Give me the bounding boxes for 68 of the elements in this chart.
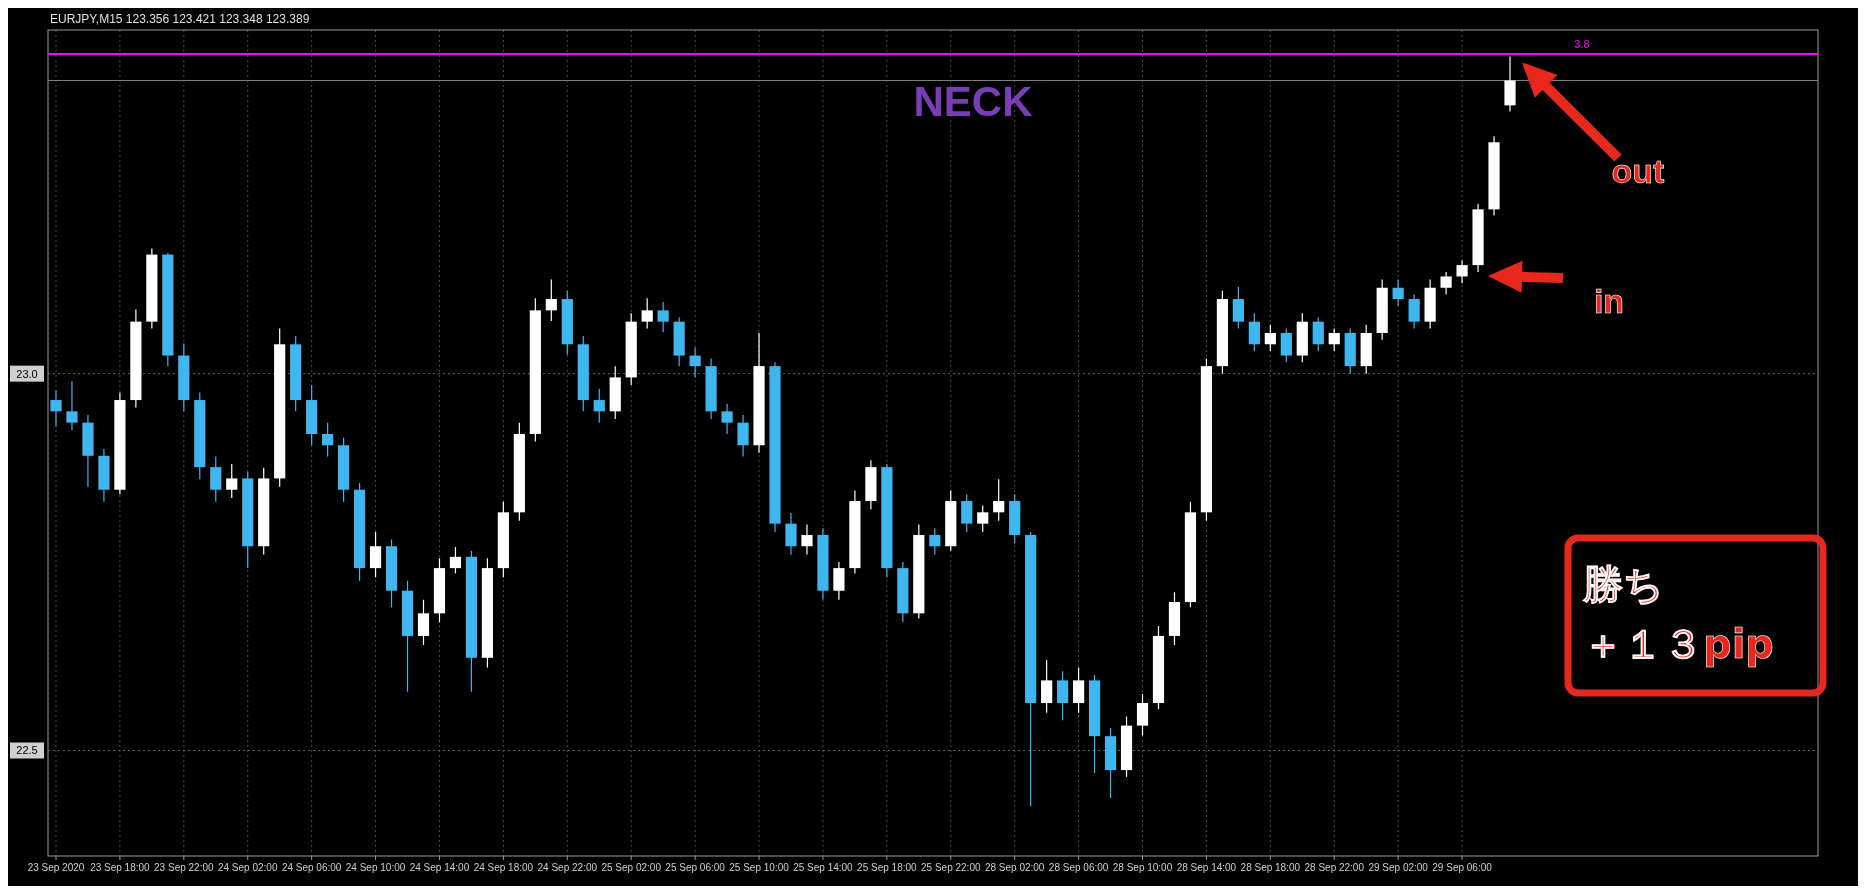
candlestick xyxy=(993,478,1005,522)
candlestick xyxy=(66,380,78,431)
candlestick xyxy=(1264,324,1276,352)
x-tick-label: 28 Sep 22:00 xyxy=(1304,862,1365,873)
x-tick-label: 24 Sep 22:00 xyxy=(537,862,598,873)
candlestick xyxy=(785,512,797,556)
text: out xyxy=(1611,152,1665,190)
text: 勝ち xyxy=(1582,561,1664,607)
candlestick xyxy=(689,346,701,379)
candlestick xyxy=(226,463,238,499)
x-tick-label: 24 Sep 18:00 xyxy=(473,862,534,873)
candlestick xyxy=(929,527,941,556)
x-tick-label: 25 Sep 02:00 xyxy=(601,862,662,873)
candlestick xyxy=(1057,670,1069,721)
candlestick xyxy=(801,523,813,556)
candlestick xyxy=(545,278,557,322)
candlestick xyxy=(1408,293,1420,330)
candlestick xyxy=(449,546,462,574)
x-tick-label: 25 Sep 18:00 xyxy=(857,862,918,873)
x-tick-label: 28 Sep 02:00 xyxy=(984,862,1045,873)
candlestick xyxy=(721,403,733,435)
candlestick xyxy=(322,422,334,458)
x-tick-label: 25 Sep 22:00 xyxy=(921,862,981,873)
text: in xyxy=(1593,282,1625,320)
candlestick xyxy=(1041,659,1053,714)
candlestick xyxy=(1440,271,1452,296)
x-tick-label: 23 Sep 22:00 xyxy=(154,862,214,873)
candlestick xyxy=(210,455,222,503)
candlestick xyxy=(1328,327,1340,352)
x-tick-label: 24 Sep 02:00 xyxy=(217,862,278,873)
y-tick-label: 22.5 xyxy=(16,744,38,757)
annotation: NECK xyxy=(913,78,1033,126)
x-tick-label: 24 Sep 14:00 xyxy=(409,862,470,873)
candlestick xyxy=(657,301,669,333)
candlestick xyxy=(977,504,989,533)
text: 3.8 xyxy=(1574,38,1590,51)
candlestick xyxy=(1392,278,1404,307)
x-tick-label: 28 Sep 06:00 xyxy=(1048,862,1109,873)
x-tick-label: 24 Sep 10:00 xyxy=(345,862,406,873)
x-tick-label: 29 Sep 02:00 xyxy=(1368,862,1429,873)
candlestick xyxy=(833,561,845,601)
candlestick xyxy=(1136,693,1149,737)
x-tick-label: 25 Sep 14:00 xyxy=(793,862,854,873)
candlestick xyxy=(737,414,749,458)
y-tick-label: 23.0 xyxy=(16,367,38,380)
x-tick-label: 23 Sep 18:00 xyxy=(90,862,151,873)
x-tick-label: 28 Sep 10:00 xyxy=(1112,862,1173,873)
candlestick xyxy=(961,493,973,533)
candlestick xyxy=(1232,286,1244,330)
text: ＋１３pip xyxy=(1583,621,1774,667)
x-tick-label: 28 Sep 18:00 xyxy=(1240,862,1301,873)
candlestick xyxy=(1248,312,1260,352)
x-tick-label: 23 Sep 2020 xyxy=(27,862,85,873)
candlestick xyxy=(369,531,382,578)
x-tick-label: 29 Sep 06:00 xyxy=(1432,862,1493,873)
x-tick-label: 28 Sep 14:00 xyxy=(1176,862,1237,873)
x-tick-label: 25 Sep 06:00 xyxy=(665,862,726,873)
candlestick xyxy=(593,388,605,424)
candlestick xyxy=(641,297,653,330)
candlestick xyxy=(1312,316,1324,352)
x-tick-label: 24 Sep 06:00 xyxy=(281,862,342,873)
candlestick xyxy=(50,389,62,428)
candlestick xyxy=(1456,260,1468,284)
x-tick-label: 25 Sep 10:00 xyxy=(729,862,790,873)
candlestick xyxy=(417,599,430,646)
candlestick xyxy=(1280,327,1292,363)
chart-title: EURJPY,M15 123.356 123.421 123.348 123.389 xyxy=(50,12,310,26)
candlestick xyxy=(1073,666,1085,714)
